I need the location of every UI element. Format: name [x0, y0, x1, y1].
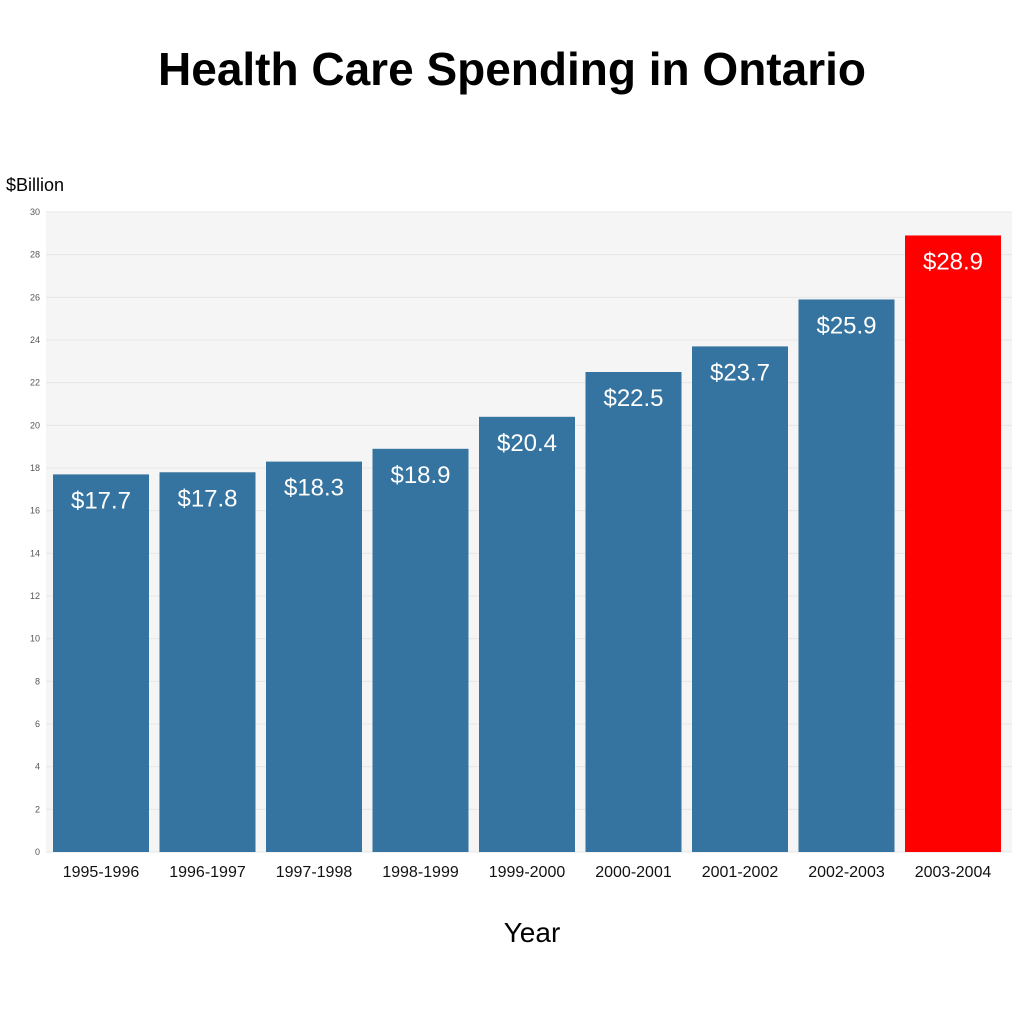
x-tick-label: 1996-1997 [169, 864, 246, 881]
x-tick-label: 1997-1998 [276, 864, 353, 881]
bar [692, 346, 788, 852]
y-tick-label: 10 [30, 634, 40, 644]
y-tick-label: 12 [30, 591, 40, 601]
y-tick-label: 6 [35, 719, 40, 729]
bar [479, 416, 575, 852]
x-tick-label: 1998-1999 [382, 864, 459, 881]
y-tick-label: 20 [30, 420, 40, 430]
x-axis-label: Year [503, 917, 561, 948]
x-tick-label: 2003-2004 [915, 864, 992, 881]
chart-title: Health Care Spending in Ontario [158, 43, 866, 95]
bar-value-label: $18.3 [284, 475, 344, 502]
y-tick-label: 16 [30, 506, 40, 516]
y-tick-label: 28 [30, 250, 40, 260]
y-tick-label: 8 [35, 676, 40, 686]
bar-value-label: $17.7 [71, 487, 131, 514]
bar [266, 461, 362, 852]
y-tick-label: 2 [35, 804, 40, 814]
x-axis-ticks: 1995-1996 1996-1997 1997-1998 1998-1999 1999… [63, 864, 992, 881]
y-tick-label: 4 [35, 762, 40, 772]
bar [53, 474, 149, 852]
bar [372, 448, 469, 852]
x-tick-label: 1999-2000 [489, 864, 566, 881]
y-tick-label: 0 [35, 847, 40, 857]
bar [798, 299, 895, 852]
y-tick-label: 26 [30, 292, 40, 302]
bar-value-label: $22.5 [603, 385, 663, 412]
y-tick-label: 22 [30, 378, 40, 388]
bar-value-label: $25.9 [816, 312, 876, 339]
bars [53, 235, 1001, 852]
x-tick-label: 2002-2003 [808, 864, 885, 881]
y-tick-label: 18 [30, 463, 40, 473]
bar-value-label: $18.9 [390, 462, 450, 489]
bar [159, 472, 256, 852]
bar [585, 372, 682, 852]
bar-value-label: $28.9 [923, 248, 983, 275]
data-labels: $17.7 $17.8 $18.3 $18.9 $20.4 $22.5 $23.7 $25.9… [71, 248, 983, 514]
y-tick-label: 30 [30, 207, 40, 217]
bar-value-label: $23.7 [710, 359, 770, 386]
x-tick-label: 2001-2002 [702, 864, 779, 881]
bar [905, 235, 1001, 852]
y-tick-label: 24 [30, 335, 40, 345]
y-tick-label: 14 [30, 548, 40, 558]
x-tick-label: 2000-2001 [595, 864, 672, 881]
bar-value-label: $17.8 [177, 485, 237, 512]
x-tick-label: 1995-1996 [63, 864, 140, 881]
bar-value-label: $20.4 [497, 430, 557, 457]
y-axis-label: $Billion [6, 175, 65, 195]
